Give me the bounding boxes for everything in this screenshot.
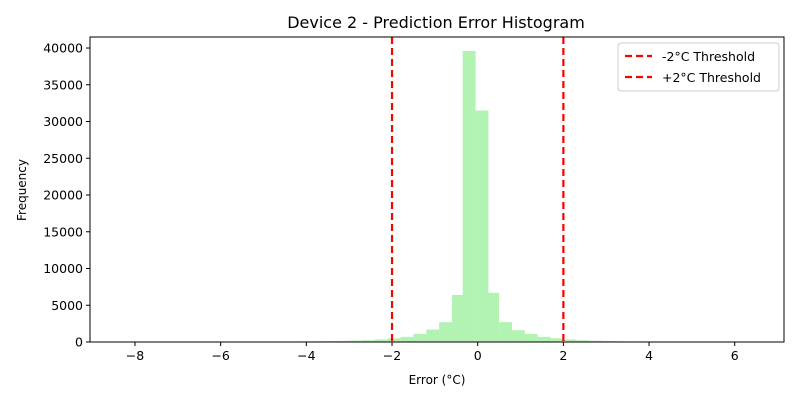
y-tick-label: 35000	[43, 77, 83, 92]
y-tick-label: 15000	[43, 224, 83, 239]
histogram-bar	[426, 330, 439, 342]
chart-title: Device 2 - Prediction Error Histogram	[287, 13, 585, 32]
histogram-bar	[413, 334, 426, 342]
legend-label-plus: +2°C Threshold	[662, 70, 761, 85]
histogram-bar	[401, 337, 414, 342]
x-tick-label: −2	[383, 348, 401, 363]
x-tick-label: 0	[474, 348, 482, 363]
histogram-bar	[512, 330, 525, 342]
y-tick-label: 25000	[43, 151, 83, 166]
x-tick-label: −4	[297, 348, 315, 363]
histogram-bar	[538, 337, 551, 342]
legend: -2°C Threshold +2°C Threshold	[618, 43, 779, 91]
histogram-bar	[486, 293, 499, 342]
x-tick-label: −8	[126, 348, 144, 363]
x-tick-label: −6	[211, 348, 229, 363]
y-tick-label: 40000	[43, 41, 83, 56]
histogram-bar	[551, 338, 564, 342]
y-axis-ticks: 0 5000 10000 15000 20000 25000 30000 35000 40000	[43, 41, 90, 350]
y-tick-label: 30000	[43, 114, 83, 129]
histogram-bar	[499, 322, 512, 342]
histogram-bar	[463, 51, 476, 342]
histogram-bar	[525, 334, 538, 342]
y-tick-label: 0	[75, 335, 83, 350]
histogram-bar	[388, 338, 401, 342]
x-tick-label: 4	[645, 348, 653, 363]
y-tick-label: 20000	[43, 188, 83, 203]
y-tick-label: 10000	[43, 261, 83, 276]
x-tick-label: 2	[559, 348, 567, 363]
x-tick-label: 6	[731, 348, 739, 363]
x-axis-label: Error (°C)	[409, 373, 466, 387]
y-tick-label: 5000	[51, 298, 83, 313]
histogram-bar	[439, 322, 452, 342]
bars-group	[118, 51, 756, 342]
y-axis-label: Frequency	[15, 159, 29, 221]
legend-label-minus: -2°C Threshold	[662, 49, 755, 64]
x-axis-ticks: −8 −6 −4 −2 0 2 4 6	[126, 342, 739, 363]
